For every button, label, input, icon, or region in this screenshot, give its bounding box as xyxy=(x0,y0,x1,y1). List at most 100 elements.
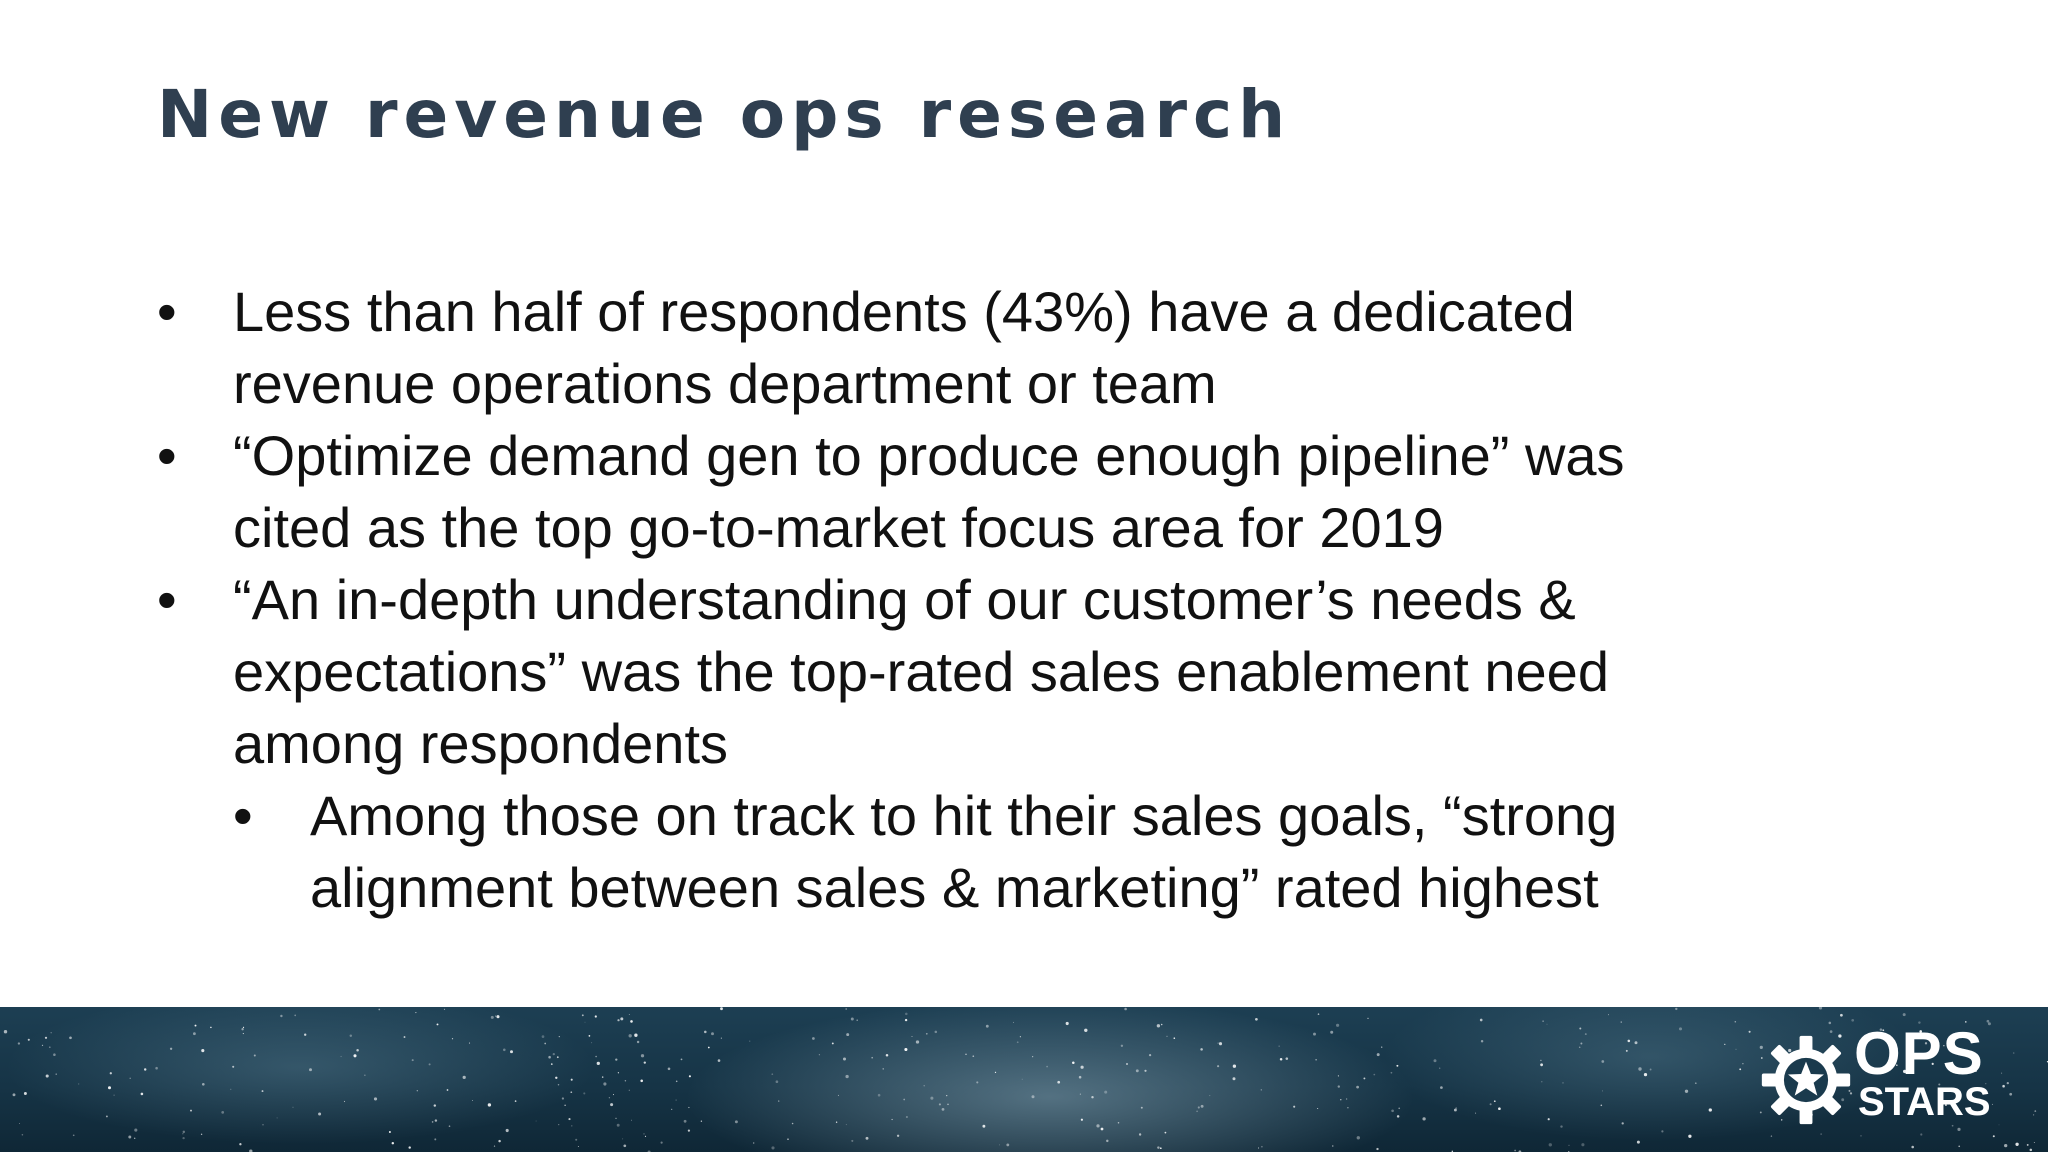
slide-title: New revenue ops research xyxy=(157,76,1292,153)
star-dot xyxy=(1084,1028,1088,1032)
star-dot xyxy=(1209,1095,1211,1097)
star-dot xyxy=(294,1014,297,1017)
star-dot xyxy=(1120,1044,1124,1047)
star-dot xyxy=(182,1133,184,1135)
star-dot xyxy=(571,1125,573,1127)
star-dot xyxy=(1080,1118,1083,1121)
bullet-line: Among those on track to hit their sales … xyxy=(310,784,1618,847)
star-dot xyxy=(2026,1143,2029,1146)
star-dot xyxy=(1031,1095,1035,1099)
star-dot xyxy=(1840,1013,1843,1017)
star-dot xyxy=(1734,1021,1737,1023)
star-dot xyxy=(985,1024,989,1028)
star-dot xyxy=(1760,1057,1763,1059)
star-dot xyxy=(544,1042,547,1045)
star-dot xyxy=(2015,1142,2019,1146)
star-dot xyxy=(1788,1048,1792,1053)
star-dot xyxy=(1608,1014,1609,1016)
star-dot xyxy=(671,1108,673,1110)
star-dot xyxy=(490,1015,494,1019)
star-dot xyxy=(660,1141,663,1144)
bullet-line: “An in-depth understanding of our custom… xyxy=(233,568,1576,631)
bullet-line: Less than half of respondents (43%) have… xyxy=(233,280,1575,343)
star-dot xyxy=(408,1146,411,1149)
bullet-item: • Less than half of respondents (43%) ha… xyxy=(0,276,1900,420)
star-dot xyxy=(468,1042,471,1044)
star-dot xyxy=(707,1046,710,1049)
star-dot xyxy=(505,1128,509,1133)
star-dot xyxy=(309,1068,312,1072)
star-dot xyxy=(1759,1045,1763,1049)
bullet-line: expectations” was the top-rated sales en… xyxy=(233,640,1609,703)
star-dot xyxy=(644,1135,647,1137)
star-dot xyxy=(683,1119,687,1123)
star-dot xyxy=(1919,1030,1922,1033)
star-dot xyxy=(675,1099,677,1101)
star-dot xyxy=(496,1015,500,1019)
sub-bullet-item: • Among those on track to hit their sale… xyxy=(0,780,1900,924)
star-dot xyxy=(1540,1063,1543,1067)
star-dot xyxy=(1455,1107,1458,1109)
star-dot xyxy=(1987,1022,1991,1026)
star-dot xyxy=(753,1142,755,1144)
star-dot xyxy=(711,1032,714,1036)
star-dot xyxy=(1390,1071,1393,1074)
bullet-item: • “Optimize demand gen to produce enough… xyxy=(0,420,1900,564)
star-dot xyxy=(1955,1091,1959,1095)
star-dot xyxy=(568,1118,571,1121)
star-dot xyxy=(12,1093,16,1097)
star-dot xyxy=(1126,1063,1128,1065)
star-dot xyxy=(1579,1027,1582,1030)
star-dot xyxy=(634,1033,638,1037)
star-dot xyxy=(561,1097,565,1100)
star-dot xyxy=(771,1146,775,1150)
star-dot xyxy=(904,1018,908,1022)
star-dot xyxy=(1065,1021,1069,1026)
star-dot xyxy=(575,1138,578,1141)
star-dot xyxy=(787,1138,789,1140)
star-dot xyxy=(1742,1063,1744,1065)
star-dot xyxy=(925,1032,928,1035)
star-dot xyxy=(1708,1108,1712,1112)
bullet-line: among respondents xyxy=(233,712,729,775)
star-dot xyxy=(3,1030,8,1034)
star-dot xyxy=(1902,1013,1906,1017)
star-dot xyxy=(1091,1095,1094,1099)
star-dot xyxy=(17,1042,21,1045)
star-dot xyxy=(1918,1021,1921,1024)
star-dot xyxy=(1562,1082,1564,1084)
star-dot xyxy=(904,1047,908,1052)
star-dot xyxy=(595,1055,597,1058)
star-dot xyxy=(140,1092,144,1096)
star-dot xyxy=(353,1054,357,1058)
star-dot xyxy=(1260,1089,1262,1091)
star-dot xyxy=(640,1054,645,1058)
star-dot xyxy=(109,1072,112,1075)
star-dot xyxy=(471,1100,473,1102)
star-dot xyxy=(1938,1083,1941,1086)
star-dot xyxy=(1079,1093,1081,1095)
star-dot xyxy=(1684,1089,1689,1093)
star-dot xyxy=(771,1073,774,1076)
star-dot xyxy=(1032,1056,1034,1058)
star-dot xyxy=(493,1145,496,1147)
star-dot xyxy=(1770,1135,1773,1137)
star-dot xyxy=(113,1094,115,1096)
star-dot xyxy=(1255,1017,1258,1021)
star-dot xyxy=(1963,1054,1965,1056)
star-dot xyxy=(749,1040,751,1042)
star-dot xyxy=(1317,1013,1320,1015)
star-dot xyxy=(622,1138,624,1140)
star-dot xyxy=(845,1074,849,1079)
star-dot xyxy=(620,1017,624,1021)
star-dot xyxy=(831,1042,834,1045)
star-dot xyxy=(720,1037,722,1039)
star-dot xyxy=(1991,1103,1993,1105)
star-dot xyxy=(253,1054,256,1057)
star-dot xyxy=(242,1033,244,1035)
star-dot xyxy=(610,1103,614,1107)
star-dot xyxy=(1578,1046,1581,1048)
star-dot xyxy=(230,1088,232,1090)
star-dot xyxy=(443,1008,446,1011)
